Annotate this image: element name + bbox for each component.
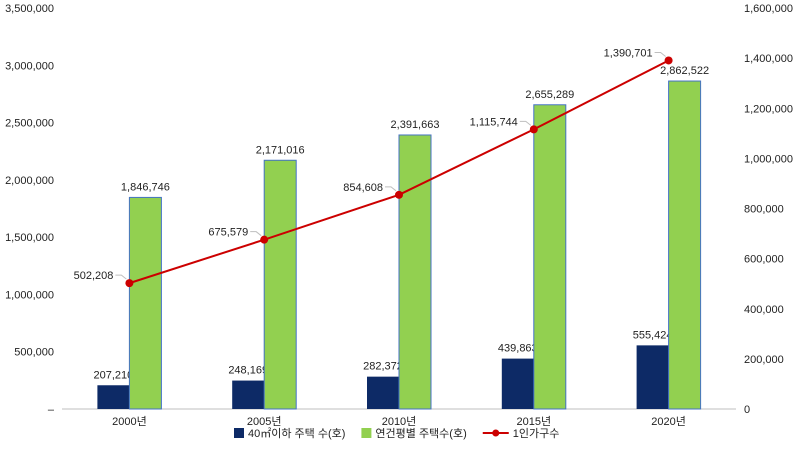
line-single-person-households-label: 854,608: [343, 182, 383, 194]
y-left-tick-label: 1,000,000: [5, 289, 54, 301]
line-single-person-households-label: 1,115,744: [470, 116, 518, 128]
y-right-tick-label: 0: [744, 404, 750, 416]
line-point-single-person-households: [260, 235, 269, 244]
x-category-label: 2015년: [517, 415, 552, 428]
x-category-label: 2010년: [382, 415, 417, 428]
y-right-tick-label: 1,200,000: [744, 103, 793, 115]
bar-small-housing-label: 555,424: [633, 329, 673, 341]
bar-small-housing-label: 207,210: [94, 369, 134, 381]
line-point-single-person-households: [395, 190, 403, 199]
bar-housing-by-floor-area: [668, 80, 702, 410]
line-point-single-person-households: [125, 279, 134, 288]
bar-small-housing: [97, 385, 130, 409]
bar-small-housing: [232, 380, 265, 409]
bar-housing-by-floor-area-label: 2,655,289: [525, 89, 574, 101]
bar-housing-by-floor-area: [533, 104, 567, 410]
line-single-person-households-label: 502,208: [74, 270, 114, 282]
y-right-tick-label: 600,000: [744, 254, 784, 266]
x-category-label: 2005년: [247, 415, 282, 428]
y-left-tick-label: 3,000,000: [5, 60, 54, 72]
bar-housing-by-floor-area: [128, 196, 162, 410]
bar-housing-by-floor-area-label: 2,171,016: [256, 144, 305, 156]
line-label-leader: [519, 120, 532, 126]
line-label-leader: [654, 51, 666, 57]
legend-swatch-marker: [492, 429, 500, 437]
bar-small-housing-label: 439,863: [498, 343, 538, 355]
legend-item-label: 연건평별 주택수(호): [375, 427, 466, 440]
line-single-person-households-label: 675,579: [208, 227, 248, 239]
legend-item-label: 40㎡이하 주택 수(호): [248, 426, 345, 440]
y-left-tick-label: 1,500,000: [5, 232, 54, 244]
y-right-tick-label: 1,000,000: [744, 153, 793, 165]
legend-swatch: [234, 428, 244, 438]
y-right-tick-label: 1,600,000: [744, 3, 793, 15]
x-category-label: 2000년: [112, 415, 147, 428]
bar-housing-by-floor-area: [398, 134, 432, 410]
line-point-single-person-households: [529, 125, 538, 134]
bar-housing-by-floor-area-label: 2,391,663: [391, 119, 440, 131]
bar-housing-by-floor-area-label: 2,862,522: [660, 65, 709, 77]
y-left-tick-label: 2,500,000: [5, 118, 54, 130]
y-right-tick-label: 800,000: [744, 204, 784, 216]
y-left-tick-label: 2,000,000: [5, 175, 54, 187]
y-left-tick-label: 3,500,000: [5, 3, 54, 15]
legend-swatch: [361, 428, 372, 438]
bar-small-housing-label: 248,169: [228, 365, 268, 377]
line-label-leader: [115, 274, 127, 280]
line-point-single-person-households: [664, 56, 673, 65]
line-label-leader: [385, 186, 397, 192]
y-right-tick-label: 400,000: [744, 304, 784, 316]
line-label-leader: [250, 231, 262, 237]
bar-housing-by-floor-area-label: 1,846,746: [121, 181, 170, 193]
x-category-label: 2020년: [651, 415, 686, 428]
y-left-tick-label: –: [48, 404, 55, 416]
legend-item-label: 1인가구수: [513, 427, 560, 440]
line-single-person-households-label: 1,390,701: [604, 47, 653, 59]
y-right-tick-label: 1,400,000: [744, 53, 793, 65]
y-left-tick-label: 500,000: [14, 347, 54, 359]
bar-small-housing: [367, 376, 399, 409]
bar-housing-by-floor-area: [263, 159, 297, 410]
bar-small-housing: [636, 345, 669, 409]
bar-small-housing-label: 282,372: [363, 361, 403, 373]
bar-small-housing: [501, 358, 534, 409]
y-right-tick-label: 200,000: [744, 354, 784, 366]
